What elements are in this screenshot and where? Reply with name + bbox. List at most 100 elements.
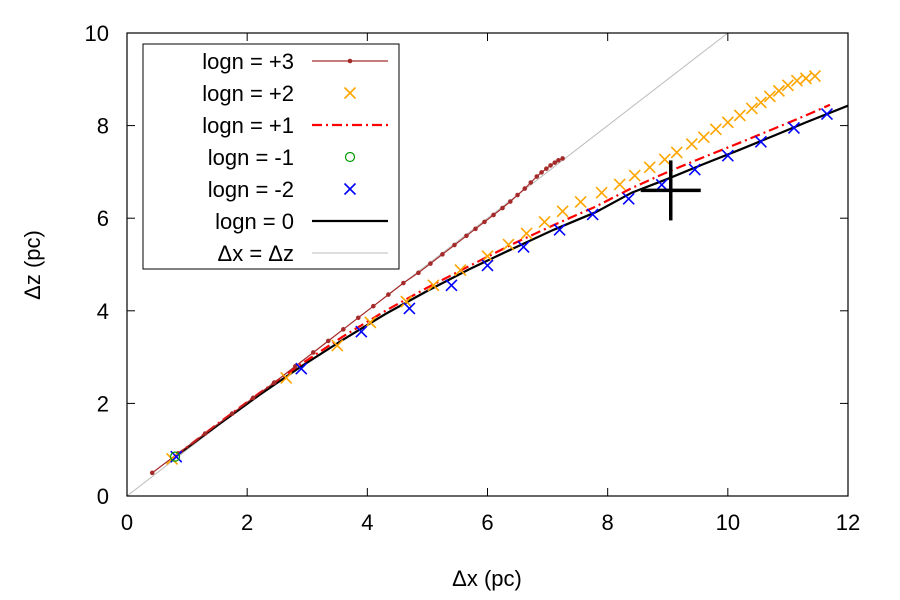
data-point: [544, 166, 549, 171]
legend-item: logn = -1: [208, 145, 356, 170]
data-point: [733, 109, 746, 122]
data-point: [655, 178, 668, 191]
data-point: [799, 72, 813, 85]
x-tick-label: 8: [602, 510, 614, 535]
data-point: [520, 227, 533, 240]
x-tick-label: 0: [121, 510, 133, 535]
data-point: [280, 371, 293, 385]
data-point: [643, 161, 656, 174]
data-point: [709, 123, 722, 136]
y-axis-label: Δz (pc): [20, 230, 45, 300]
legend: logn = +3 logn = +2 logn = +1 logn = -1 logn…: [142, 43, 400, 270]
data-point: [628, 169, 641, 182]
data-point: [371, 303, 376, 309]
data-point: [464, 233, 469, 239]
data-point: [400, 295, 413, 308]
data-point: [556, 205, 569, 218]
series-3: [169, 451, 181, 462]
data-point: [440, 252, 445, 257]
data-point: [613, 178, 626, 191]
data-point: [386, 292, 391, 297]
legend-label: logn = +2: [202, 81, 294, 106]
data-point: [685, 138, 698, 151]
legend-item: logn = +2: [202, 81, 357, 106]
data-point: [508, 199, 513, 204]
data-point: [473, 226, 478, 232]
data-point: [560, 156, 565, 161]
legend-box: [142, 43, 400, 270]
data-point: [754, 96, 767, 109]
y-tick-label: 8: [97, 114, 109, 139]
x-axis-label: Δx (pc): [452, 566, 522, 591]
data-point: [574, 195, 587, 209]
data-point: [781, 79, 794, 92]
legend-label: logn = 0: [215, 209, 294, 234]
data-point: [295, 362, 308, 375]
data-point: [534, 174, 540, 179]
data-point: [416, 270, 421, 276]
y-tick-label: 6: [97, 206, 109, 231]
series-4: [170, 107, 834, 463]
y-tick-label: 0: [97, 484, 109, 509]
data-point: [808, 69, 822, 83]
series-line: [151, 157, 563, 474]
series-5: [174, 104, 848, 458]
plus-marker: [640, 160, 701, 221]
legend-item: logn = +3: [202, 49, 388, 74]
y-tick-label: 10: [85, 21, 109, 46]
data-point: [787, 121, 800, 134]
legend-label: logn = -2: [208, 177, 294, 202]
legend-label: Δx = Δz: [218, 241, 294, 266]
data-point: [169, 451, 181, 462]
y-tick-label: 4: [97, 299, 109, 324]
data-point: [165, 452, 179, 466]
data-point: [445, 279, 458, 292]
data-point: [229, 411, 235, 416]
annotation-layer: [640, 160, 701, 221]
data-point: [271, 380, 277, 385]
legend-label: logn = +3: [202, 49, 294, 74]
legend-label: logn = -1: [208, 145, 294, 170]
data-point: [820, 107, 834, 121]
legend-sample: [343, 182, 357, 196]
data-point: [721, 149, 734, 162]
data-point: [355, 325, 368, 338]
data-point: [331, 339, 344, 352]
data-point: [790, 74, 803, 87]
series-layer: [127, 33, 848, 496]
data-point: [745, 102, 758, 115]
data-point: [401, 280, 406, 286]
legend-item: logn = 0: [215, 209, 388, 234]
data-point: [491, 212, 496, 218]
data-point: [202, 431, 208, 436]
data-point: [481, 259, 494, 272]
legend-label: logn = +1: [202, 113, 294, 138]
data-point: [772, 84, 785, 97]
legend-sample: [343, 86, 357, 100]
data-point: [250, 395, 256, 401]
data-point: [341, 327, 346, 332]
data-point: [528, 180, 534, 185]
data-point: [763, 90, 776, 103]
data-point: [356, 315, 361, 321]
data-point: [325, 338, 331, 344]
series-line: [174, 104, 848, 458]
data-point: [310, 350, 316, 355]
x-tick-label: 12: [836, 510, 860, 535]
series-line: [174, 103, 831, 458]
data-point: [428, 261, 433, 266]
series-2: [174, 103, 831, 458]
legend-sample-point: [347, 58, 353, 64]
data-point: [149, 470, 155, 476]
data-point: [538, 215, 551, 228]
legend-item: logn = +1: [202, 113, 388, 138]
data-point: [552, 160, 558, 165]
x-tick-label: 2: [241, 510, 253, 535]
data-point: [688, 163, 701, 176]
data-point: [482, 219, 487, 225]
data-point: [658, 153, 671, 166]
data-point: [500, 205, 505, 211]
data-point: [754, 135, 767, 148]
data-point: [697, 131, 710, 144]
